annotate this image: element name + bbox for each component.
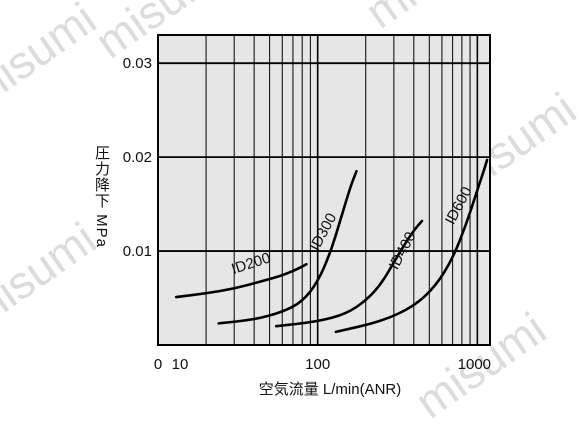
x-tick-label: 10 (172, 356, 189, 373)
y-tick-label: 0.02 (123, 149, 152, 166)
x-tick-label: 0 (154, 356, 162, 373)
series-line-id600 (334, 158, 489, 334)
plot-frame (157, 34, 491, 346)
watermark-text: misumi (356, 0, 505, 38)
x-tick-label: 100 (305, 356, 330, 373)
y-tick-label: 0.01 (123, 243, 152, 260)
x-tick-label: 1000 (458, 356, 491, 373)
x-axis-label: 空気流量 L/min(ANR) (258, 381, 402, 398)
watermark-text: misumi (0, 0, 105, 118)
y-tick-label: 0.03 (123, 55, 152, 72)
series-line-id200 (174, 262, 308, 299)
y-axis-label: 圧力降下 MPa (93, 145, 110, 249)
plot-background (158, 35, 490, 345)
series-line-id300 (217, 169, 358, 325)
series-line-id400 (274, 219, 424, 328)
